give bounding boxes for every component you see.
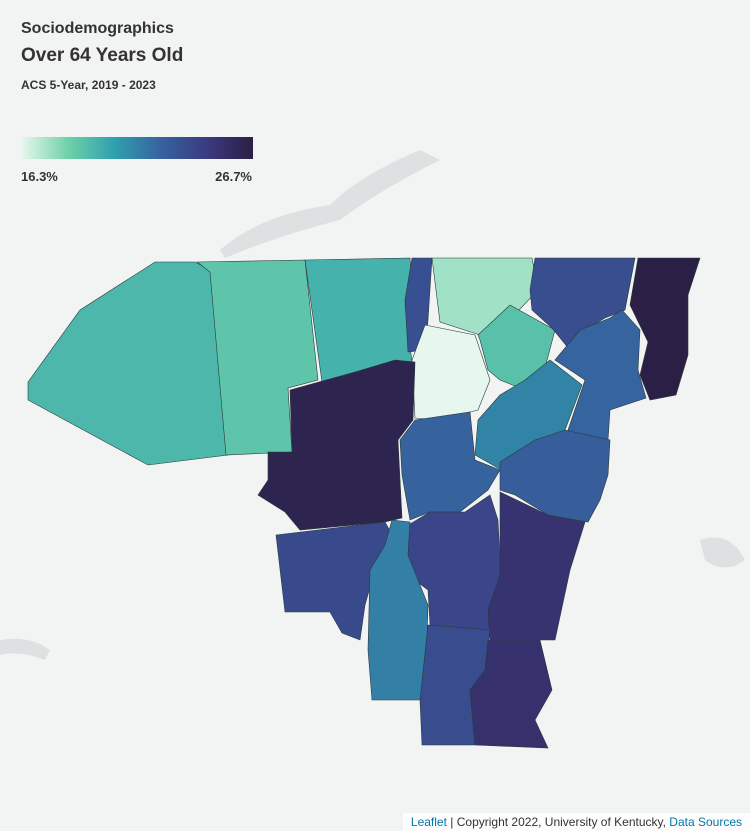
leaflet-link[interactable]: Leaflet (410, 815, 447, 829)
subtitle: ACS 5-Year, 2019 - 2023 (21, 78, 156, 92)
lake (700, 537, 745, 568)
county[interactable] (554, 309, 647, 441)
county[interactable] (27, 261, 229, 466)
title: Over 64 Years Old (21, 45, 183, 66)
county[interactable] (487, 491, 586, 641)
county[interactable] (196, 259, 319, 456)
county[interactable] (499, 429, 611, 523)
attribution: Leaflet | Copyright 2022, University of … (402, 813, 750, 831)
copyright: | Copyright 2022, University of Kentucky… (450, 815, 666, 829)
data-sources-link[interactable]: Data Sources (669, 815, 742, 829)
county[interactable] (411, 324, 491, 421)
county[interactable] (469, 639, 553, 749)
county[interactable] (629, 257, 701, 401)
legend-min: 16.3% (21, 169, 58, 184)
regions (27, 257, 701, 749)
lake (220, 150, 440, 258)
lake (0, 638, 50, 660)
legend-max: 26.7% (215, 169, 252, 184)
legend-bar (22, 137, 253, 159)
category: Sociodemographics (21, 20, 174, 37)
